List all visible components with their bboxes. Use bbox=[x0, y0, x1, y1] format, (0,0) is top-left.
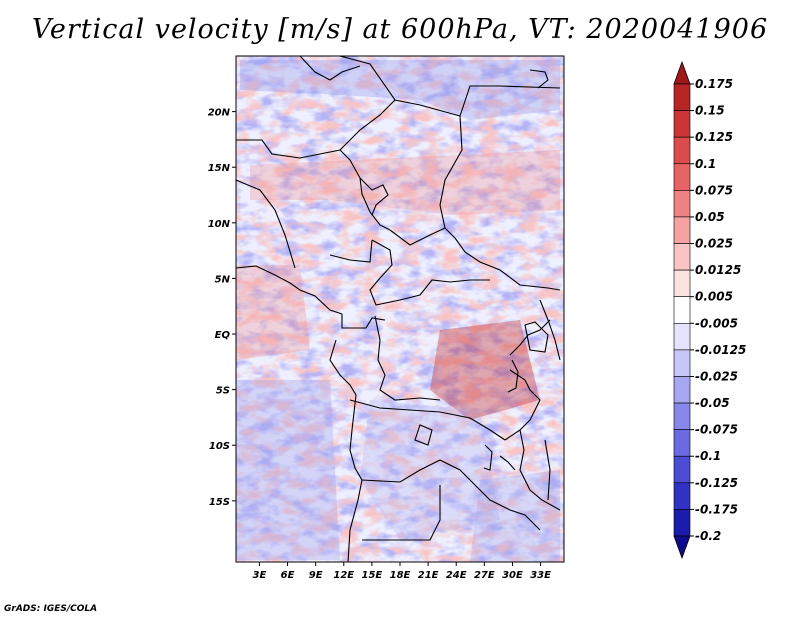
colorbar-bin bbox=[673, 296, 691, 324]
colorbar-label: 0.175 bbox=[695, 77, 733, 91]
colorbar-bin bbox=[673, 216, 691, 244]
colorbar-label: 0.1 bbox=[695, 157, 716, 171]
colorbar-bin bbox=[673, 402, 691, 430]
longitude-axis: 3E 6E 9E 12E 15E 18E 21E 24E 27E 30E 33E bbox=[253, 562, 551, 581]
lat-tick-label: 10N bbox=[208, 219, 231, 230]
colorbar-bin bbox=[673, 349, 691, 377]
lat-tick-label: 15S bbox=[209, 497, 230, 508]
lat-tick-label: 5S bbox=[216, 386, 230, 397]
lon-tick-label: 6E bbox=[281, 570, 295, 581]
lon-tick-label: 33E bbox=[530, 570, 551, 581]
latitude-axis: 20N 15N 10N 5N EQ 5S 10S 15S bbox=[208, 108, 236, 508]
colorbar-label: -0.2 bbox=[695, 529, 721, 543]
colorbar-label: -0.005 bbox=[695, 316, 738, 330]
colorbar-label: 0.025 bbox=[695, 237, 733, 251]
colorbar-bin bbox=[673, 322, 691, 351]
colorbar-label: -0.175 bbox=[695, 502, 738, 516]
colorbar-bin bbox=[673, 190, 691, 218]
colorbar-bin bbox=[673, 509, 691, 537]
colorbar-label: -0.075 bbox=[695, 423, 738, 437]
colorbar-label: 0.005 bbox=[695, 290, 733, 304]
lon-tick-label: 15E bbox=[362, 570, 383, 581]
colorbar-bin bbox=[673, 482, 691, 510]
colorbar-label: 0.15 bbox=[695, 104, 725, 118]
lat-tick-label: EQ bbox=[215, 330, 231, 341]
colorbar-label: -0.125 bbox=[695, 476, 738, 490]
lat-tick-label: 10S bbox=[209, 441, 230, 452]
colorbar-bin bbox=[673, 269, 691, 298]
lon-tick-label: 27E bbox=[474, 570, 495, 581]
colorbar-bin bbox=[673, 429, 691, 457]
colorbar-label: 0.05 bbox=[695, 210, 725, 224]
colorbar-bin bbox=[673, 163, 691, 191]
colorbar-label: -0.1 bbox=[695, 449, 721, 463]
lon-tick-label: 21E bbox=[418, 570, 439, 581]
colorbar-label: 0.125 bbox=[695, 130, 733, 144]
colorbar-top-arrow bbox=[673, 60, 691, 85]
lon-tick-label: 3E bbox=[253, 570, 267, 581]
colorbar-bin bbox=[673, 243, 691, 271]
colorbar-bin bbox=[673, 110, 691, 138]
colorbar-bin bbox=[673, 455, 691, 484]
grads-credit: GrADS: IGES/COLA bbox=[4, 604, 98, 614]
lon-tick-label: 24E bbox=[446, 570, 467, 581]
colorbar-label: -0.025 bbox=[695, 369, 738, 383]
velocity-field bbox=[236, 56, 564, 562]
colorbar-bottom-arrow bbox=[673, 535, 691, 560]
lon-tick-label: 12E bbox=[333, 570, 354, 581]
colorbar-label: 0.0125 bbox=[695, 263, 741, 277]
chart-title: Vertical velocity [m/s] at 600hPa, VT: 2… bbox=[31, 14, 769, 45]
lat-tick-label: 20N bbox=[208, 108, 231, 119]
lon-tick-label: 18E bbox=[390, 570, 411, 581]
lat-tick-label: 5N bbox=[215, 274, 231, 285]
lon-tick-label: 30E bbox=[502, 570, 523, 581]
colorbar-bin bbox=[673, 83, 691, 111]
colorbar-label: -0.0125 bbox=[695, 343, 746, 357]
colorbar-label: -0.05 bbox=[695, 396, 730, 410]
lon-tick-label: 9E bbox=[309, 570, 323, 581]
country-boundaries bbox=[236, 56, 561, 562]
colorbar-label: 0.075 bbox=[695, 183, 733, 197]
colorbar-bin bbox=[673, 136, 691, 165]
lat-tick-label: 15N bbox=[208, 163, 231, 174]
colorbar: 0.175 0.15 0.125 0.1 0.075 0.05 0.025 0.0125 0.0… bbox=[673, 60, 746, 560]
colorbar-bin bbox=[673, 376, 691, 404]
